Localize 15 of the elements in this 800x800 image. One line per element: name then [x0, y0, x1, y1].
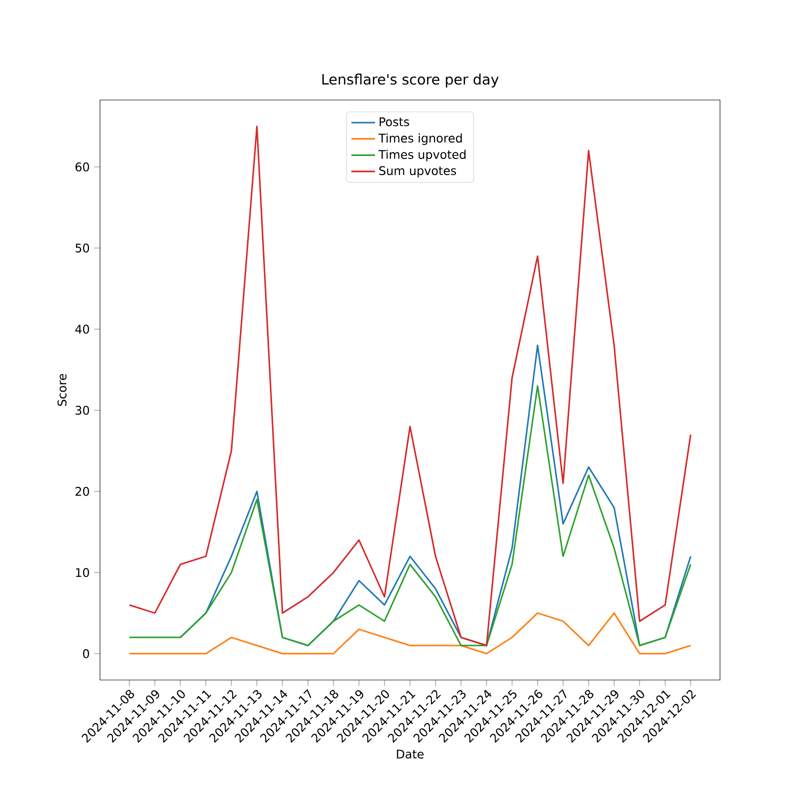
y-tick-label: 60: [76, 162, 90, 172]
legend-label: Sum upvotes: [379, 166, 456, 178]
legend-label: Times ignored: [378, 133, 462, 145]
legend-label: Posts: [380, 117, 410, 126]
legend-label: Times upvoted: [378, 150, 466, 162]
y-tick-label: 30: [76, 406, 90, 415]
line-series: [128, 126, 692, 646]
y-tick-label: 0: [83, 649, 90, 658]
y-tick-label: 50: [76, 244, 90, 253]
chart-title: Lensflare's score per day: [322, 74, 499, 88]
y-axis-title: Score: [58, 374, 67, 406]
x-axis-title: Date: [396, 750, 424, 759]
y-tick-label: 20: [76, 486, 90, 496]
y-tick-label: 10: [76, 568, 90, 578]
y-tick-label: 40: [75, 324, 90, 334]
